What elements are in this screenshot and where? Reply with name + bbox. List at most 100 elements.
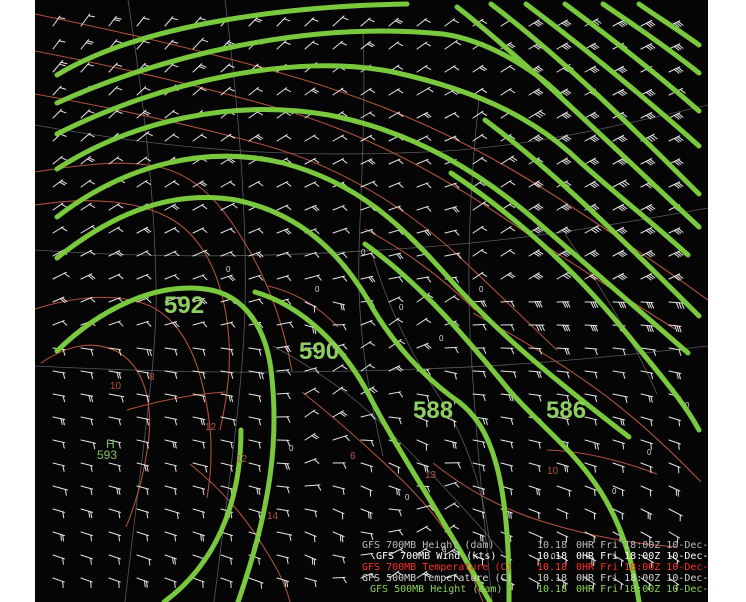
wind-barb-feather: [564, 348, 568, 355]
wind-barb-feather: [256, 111, 264, 116]
wind-barb-feather: [566, 395, 570, 402]
wind-barb-feather: [454, 346, 459, 354]
wind-barb-feather: [622, 348, 626, 356]
wind-barb-feather: [174, 348, 178, 356]
wind-barb-feather: [649, 43, 656, 49]
wind-barb-feather: [589, 114, 596, 120]
wind-barb-feather: [533, 45, 540, 50]
wind-barb-feather: [454, 482, 460, 488]
wind-barb-feather: [313, 158, 320, 164]
height-contours: [54, 1, 702, 602]
wind-barb-feather: [174, 395, 178, 403]
wind-barb-feather: [230, 441, 233, 449]
wind-barb-feather: [649, 20, 656, 26]
wind-barb-feather: [58, 181, 66, 186]
wind-barb-feather: [285, 158, 292, 163]
wind-barb-feather: [312, 326, 315, 334]
wind-barb-feather: [200, 299, 206, 305]
wind-barb-feather: [286, 510, 290, 517]
calm-wind-marker: 0: [405, 493, 410, 502]
calm-wind-marker: 0: [315, 285, 320, 294]
wind-barb-feather: [678, 302, 682, 309]
wind-barb-feather: [454, 574, 460, 580]
height-contour: [482, 117, 702, 319]
wind-barb-feather: [199, 182, 206, 187]
wind-barb-feather: [145, 251, 152, 256]
wind-barb-feather: [624, 396, 628, 403]
wind-barb-feather: [285, 228, 292, 234]
wind-barb-feather: [314, 347, 319, 355]
wind-barb-feather: [591, 159, 598, 165]
wind-barb-feather: [617, 160, 624, 166]
wind-barb-feather: [595, 19, 602, 24]
wind-barb-feather: [284, 88, 291, 93]
wind-barb-feather: [566, 371, 570, 379]
wind-barb-feather: [591, 205, 598, 211]
wind-barb-feather: [593, 20, 600, 26]
wind-barb-feather: [423, 113, 430, 119]
wind-barb-feather: [285, 181, 292, 187]
temperature-label: 6: [350, 451, 356, 462]
wind-barb-feather: [171, 40, 179, 44]
wind-barb-feather: [509, 250, 516, 255]
wind-barb-feather: [562, 67, 569, 73]
calm-wind-marker: 0: [399, 303, 404, 312]
wind-barb-feather: [118, 464, 121, 472]
wind-barb-feather: [451, 90, 458, 95]
wind-barb-feather: [116, 110, 123, 114]
wind-barb-feather: [482, 417, 486, 425]
wind-barb-feather: [454, 372, 457, 380]
wind-barb-feather: [673, 183, 680, 189]
wind-barb-feather: [341, 158, 348, 164]
wind-barb-feather: [482, 394, 486, 402]
wind-barb-feather: [396, 42, 403, 47]
wind-barb-feather: [174, 534, 177, 542]
wind-barb-feather: [398, 340, 406, 345]
wind-barb-feather: [480, 249, 488, 254]
wind-barb-feather: [369, 573, 376, 579]
wind-barb-feather: [453, 136, 460, 142]
wind-barb-feather: [115, 87, 123, 91]
wind-barb-feather: [538, 301, 543, 308]
wind-barb-feather: [508, 511, 510, 519]
wind-barb-feather: [62, 372, 66, 379]
wind-barb-feather: [454, 230, 460, 236]
wind-barb-feather: [369, 159, 376, 164]
wind-barb-feather: [62, 580, 64, 588]
wind-barb-feather: [369, 388, 376, 394]
calm-wind-marker: 0: [226, 265, 231, 274]
wind-barb-feather: [648, 395, 651, 403]
wind-barb-feather: [258, 395, 262, 403]
wind-barb-feather: [86, 40, 94, 43]
wind-barb-feather: [58, 17, 66, 20]
wind-barb-feather: [396, 18, 403, 23]
wind-barb-feather: [286, 580, 289, 588]
wind-barb-feather: [619, 159, 626, 165]
wind-barb-feather: [256, 487, 259, 495]
height-contour: [636, 1, 702, 48]
wind-barb-feather: [538, 488, 540, 496]
wind-barb-feather: [88, 15, 95, 18]
wind-barb-feather: [254, 19, 261, 23]
wind-barb-feather: [61, 227, 68, 232]
temperature-labels: 10 8 12 12 6 14 13 10: [110, 372, 559, 522]
height-label-586: 586: [546, 397, 586, 424]
wind-barb-feather: [396, 318, 404, 323]
wind-barb-feather: [342, 303, 345, 311]
wind-barb-feather: [63, 272, 70, 278]
wind-barb-feather: [230, 275, 236, 281]
wind-barb-feather: [482, 488, 485, 496]
wind-barb-feather: [425, 136, 432, 141]
wind-barb-feather: [455, 41, 462, 46]
wind-barb-feather: [453, 66, 460, 71]
wind-barb-feather: [538, 441, 541, 449]
wind-barb-feather: [425, 65, 432, 71]
wind-barb-feather: [651, 134, 658, 140]
wind-barb-feather: [286, 369, 291, 376]
wind-barb-feather: [647, 137, 653, 142]
wind-barb-feather: [673, 252, 680, 258]
wind-barb-feather: [369, 112, 376, 117]
